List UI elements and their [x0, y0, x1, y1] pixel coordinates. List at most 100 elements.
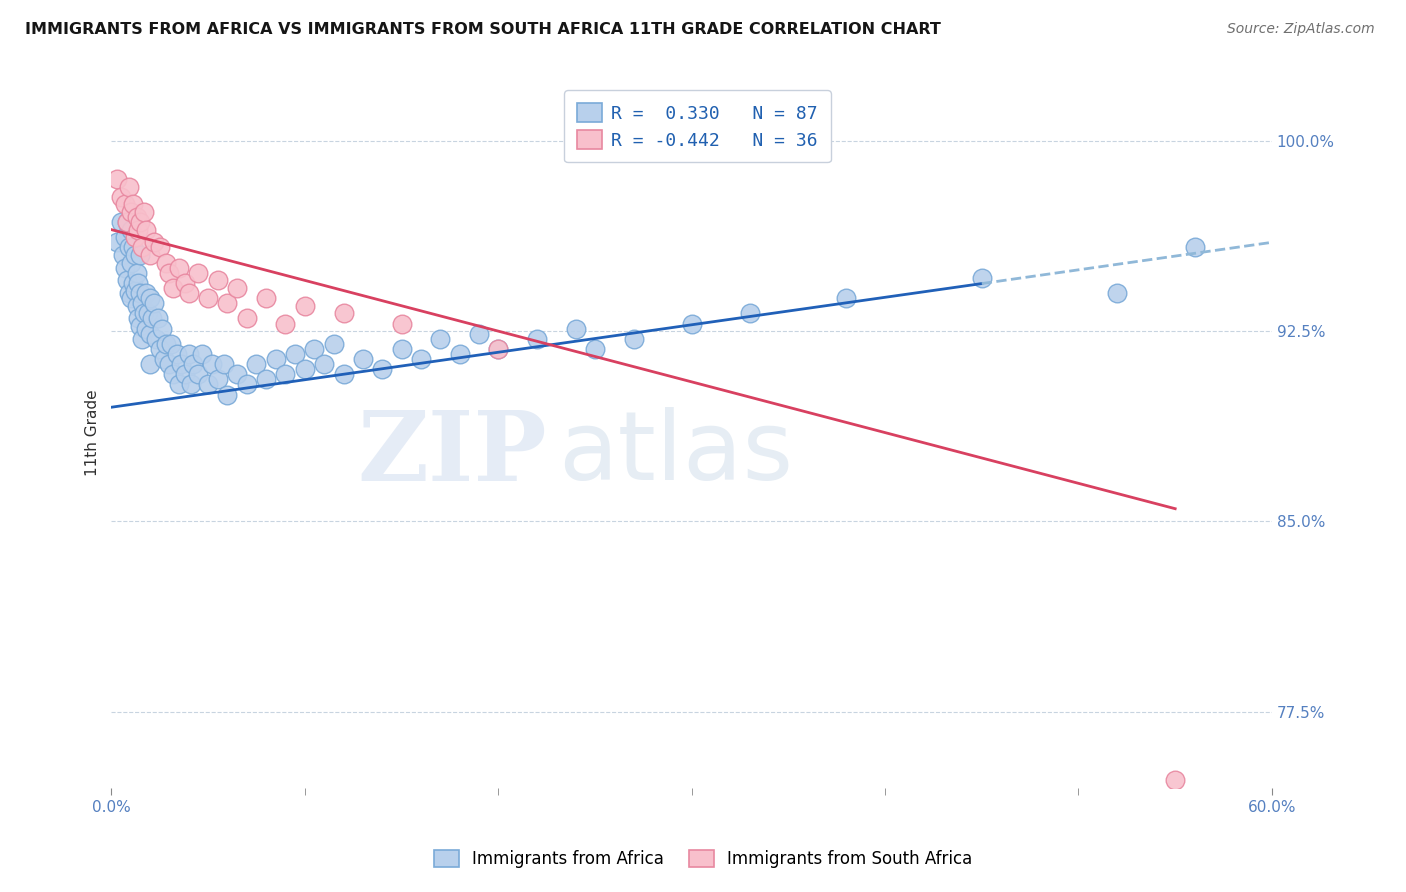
Point [226, 281, 249, 295]
Point [1107, 286, 1129, 301]
Point [245, 357, 267, 371]
Point [121, 197, 143, 211]
Point [127, 311, 149, 326]
Point [105, 235, 128, 250]
Point [127, 222, 149, 236]
Point [207, 273, 229, 287]
Point [1164, 773, 1187, 788]
Point [115, 273, 138, 287]
Point [681, 317, 703, 331]
Point [236, 311, 259, 326]
Point [111, 248, 134, 262]
Point [332, 306, 354, 320]
Point [180, 377, 202, 392]
Point [135, 286, 157, 301]
Point [125, 299, 148, 313]
Point [160, 336, 183, 351]
Point [391, 342, 413, 356]
Point [486, 342, 509, 356]
Point [134, 306, 156, 320]
Point [217, 296, 239, 310]
Point [174, 368, 197, 382]
Point [623, 332, 645, 346]
Text: atlas: atlas [558, 408, 793, 500]
Point [314, 357, 336, 371]
Point [449, 347, 471, 361]
Point [738, 306, 761, 320]
Point [155, 336, 177, 351]
Point [127, 276, 149, 290]
Point [114, 230, 136, 244]
Point [134, 205, 156, 219]
Point [139, 326, 162, 341]
Point [181, 357, 204, 371]
Point [124, 230, 146, 244]
Point [135, 321, 157, 335]
Point [114, 260, 136, 275]
Point [197, 291, 219, 305]
Point [162, 368, 184, 382]
Point [468, 326, 491, 341]
Point [264, 351, 287, 366]
Point [146, 311, 169, 326]
Point [201, 357, 224, 371]
Point [115, 215, 138, 229]
Point [120, 291, 142, 305]
Point [162, 281, 184, 295]
Point [131, 240, 153, 254]
Point [120, 222, 142, 236]
Point [118, 286, 141, 301]
Point [526, 332, 548, 346]
Point [226, 368, 249, 382]
Point [125, 210, 148, 224]
Point [121, 240, 143, 254]
Point [139, 291, 162, 305]
Text: IMMIGRANTS FROM AFRICA VS IMMIGRANTS FROM SOUTH AFRICA 11TH GRADE CORRELATION CH: IMMIGRANTS FROM AFRICA VS IMMIGRANTS FRO… [25, 22, 941, 37]
Point [149, 240, 172, 254]
Point [152, 351, 174, 366]
Point [129, 215, 152, 229]
Point [110, 189, 132, 203]
Point [129, 286, 152, 301]
Point [174, 276, 197, 290]
Point [121, 276, 143, 290]
Point [155, 255, 177, 269]
Legend: Immigrants from Africa, Immigrants from South Africa: Immigrants from Africa, Immigrants from … [427, 843, 979, 875]
Point [371, 362, 394, 376]
Point [212, 357, 235, 371]
Point [150, 321, 173, 335]
Point [352, 351, 374, 366]
Point [118, 240, 141, 254]
Point [159, 357, 181, 371]
Y-axis label: 11th Grade: 11th Grade [86, 389, 100, 476]
Point [105, 172, 128, 186]
Point [217, 387, 239, 401]
Point [145, 332, 167, 346]
Point [409, 351, 432, 366]
Point [167, 260, 190, 275]
Point [170, 357, 193, 371]
Point [187, 368, 209, 382]
Point [159, 266, 181, 280]
Point [187, 266, 209, 280]
Point [274, 368, 297, 382]
Point [120, 205, 142, 219]
Point [131, 332, 153, 346]
Point [197, 377, 219, 392]
Text: Source: ZipAtlas.com: Source: ZipAtlas.com [1227, 22, 1375, 37]
Point [143, 235, 166, 250]
Point [429, 332, 451, 346]
Point [115, 215, 138, 229]
Point [254, 291, 277, 305]
Point [284, 347, 307, 361]
Point [136, 306, 159, 320]
Point [129, 319, 152, 334]
Point [304, 342, 326, 356]
Point [835, 291, 858, 305]
Point [167, 377, 190, 392]
Point [583, 342, 606, 356]
Point [139, 357, 162, 371]
Point [177, 347, 200, 361]
Point [294, 299, 316, 313]
Point [274, 317, 297, 331]
